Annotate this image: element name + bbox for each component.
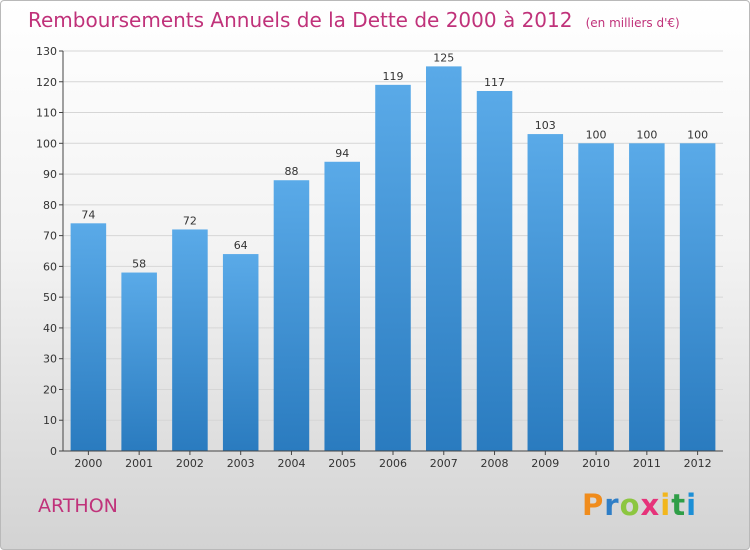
bar — [70, 223, 107, 451]
bar — [527, 134, 564, 452]
y-tick-label: 30 — [43, 353, 57, 366]
logo-letter: r — [604, 488, 620, 522]
bar — [679, 143, 716, 452]
y-tick-label: 60 — [43, 260, 57, 273]
axes — [59, 50, 723, 455]
data-label: 64 — [234, 239, 248, 252]
y-tick-label: 40 — [43, 322, 57, 335]
y-tick-label: 20 — [43, 383, 57, 396]
x-tick-label: 2011 — [633, 457, 661, 470]
logo-letter: P — [582, 488, 605, 522]
data-label: 72 — [183, 214, 197, 227]
bar — [375, 84, 411, 451]
bar — [629, 143, 665, 452]
logo-letter: i — [660, 488, 672, 522]
data-label: 117 — [484, 76, 505, 89]
x-tick-label: 2000 — [74, 457, 102, 470]
proxiti-logo: Proxiti — [582, 488, 697, 522]
bar — [222, 254, 259, 451]
bar — [121, 272, 157, 451]
data-label: 94 — [335, 147, 349, 160]
logo-letter: t — [671, 488, 687, 522]
y-tick-label: 120 — [36, 76, 57, 89]
data-label: 100 — [586, 128, 607, 141]
place-name: ARTHON — [38, 495, 118, 517]
logo-letter: i — [686, 488, 698, 522]
bar — [426, 66, 462, 451]
y-tick-label: 90 — [43, 168, 57, 181]
x-tick-label: 2007 — [430, 457, 458, 470]
labels: 0 10 20 30 40 50 60 70 80 90 100 110 120 130 74 2000 58 2… — [36, 45, 712, 470]
chart-title: Remboursements Annuels de la Dette de 20… — [28, 8, 680, 32]
x-tick-label: 2009 — [531, 457, 559, 470]
data-label: 74 — [81, 208, 95, 221]
bar — [324, 161, 360, 451]
title-text: Remboursements Annuels de la Dette de 20… — [28, 8, 573, 32]
x-tick-label: 2003 — [227, 457, 255, 470]
y-tick-label: 110 — [36, 107, 57, 120]
bar — [172, 229, 208, 451]
x-tick-label: 2006 — [379, 457, 407, 470]
y-tick-label: 0 — [50, 445, 57, 458]
x-tick-label: 2004 — [277, 457, 305, 470]
data-label: 119 — [383, 70, 404, 83]
y-tick-label: 100 — [36, 137, 57, 150]
x-tick-label: 2001 — [125, 457, 153, 470]
x-tick-label: 2002 — [176, 457, 204, 470]
y-tick-label: 10 — [43, 414, 57, 427]
y-tick-label: 50 — [43, 291, 57, 304]
bar — [476, 91, 513, 451]
logo-letter: x — [640, 488, 661, 522]
data-label: 88 — [284, 165, 298, 178]
data-label: 100 — [687, 128, 708, 141]
bars — [70, 66, 716, 452]
data-label: 125 — [433, 51, 454, 64]
unit-label: (en milliers d'€) — [585, 16, 680, 30]
y-tick-label: 80 — [43, 199, 57, 212]
logo-letter: o — [619, 488, 641, 522]
x-tick-label: 2012 — [684, 457, 712, 470]
bar — [273, 180, 310, 451]
x-tick-label: 2005 — [328, 457, 356, 470]
x-tick-label: 2008 — [481, 457, 509, 470]
data-label: 58 — [132, 258, 146, 271]
data-label: 100 — [636, 128, 657, 141]
x-tick-label: 2010 — [582, 457, 610, 470]
bar — [578, 143, 614, 452]
data-label: 103 — [535, 119, 556, 132]
y-tick-label: 130 — [36, 45, 57, 58]
y-tick-label: 70 — [43, 230, 57, 243]
